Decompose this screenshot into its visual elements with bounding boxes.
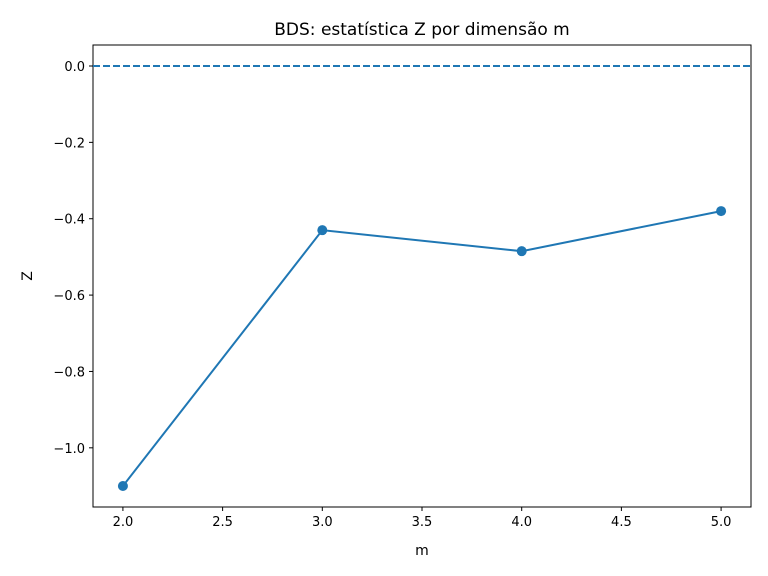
y-tick-label: −0.4	[53, 213, 85, 228]
y-tick-label: −0.6	[53, 289, 85, 304]
y-tick-label: −0.2	[53, 136, 85, 151]
x-tick-label: 2.0	[113, 515, 134, 530]
x-tick-label: 4.0	[511, 515, 532, 530]
y-tick-label: −0.8	[53, 365, 85, 380]
data-point	[117, 481, 128, 491]
data-point	[516, 246, 527, 257]
y-axis-label: Z	[20, 271, 36, 281]
y-axis: 0.0 −0.2 −0.4 −0.6 −0.8 −1.0	[53, 60, 93, 457]
data-point	[716, 206, 727, 217]
x-tick-label: 2.5	[212, 515, 233, 530]
plot-area-frame	[92, 44, 752, 508]
x-tick-label: 4.5	[611, 515, 632, 530]
chart-title: BDS: estatística Z por dimensão m	[274, 20, 569, 40]
data-point	[317, 225, 328, 236]
x-tick-label: 3.5	[412, 515, 433, 530]
series-line	[122, 210, 722, 487]
y-tick-label: 0.0	[64, 60, 85, 75]
x-tick-label: 5.0	[711, 515, 732, 530]
x-tick-label: 3.0	[312, 515, 333, 530]
y-tick-label: −1.0	[53, 442, 85, 457]
x-axis-label: m	[415, 543, 429, 559]
x-axis: 2.0 2.5 3.0 3.5 4.0 4.5 5.0	[113, 507, 732, 530]
series-layer	[117, 206, 727, 491]
